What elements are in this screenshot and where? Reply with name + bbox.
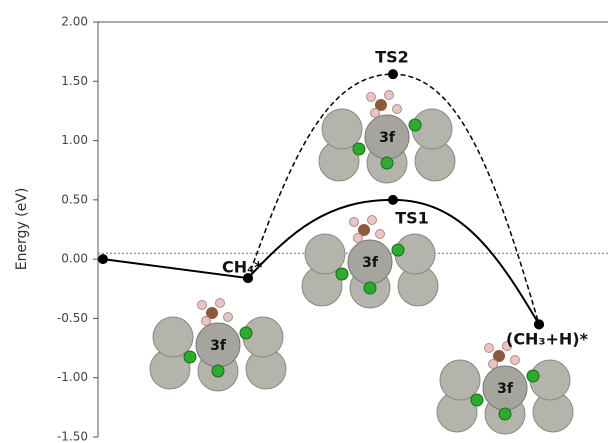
hydrogen-atom (368, 216, 377, 225)
green-atom (409, 119, 421, 131)
y-tick-label: 1.50 (61, 74, 88, 88)
green-atom (527, 370, 539, 382)
state-label: TS2 (375, 48, 409, 67)
energy-point (534, 319, 544, 329)
energy-point (388, 195, 398, 205)
structure: 3f (437, 342, 573, 435)
hydrogen-atom (371, 109, 380, 118)
hydrogen-atom (485, 344, 494, 353)
hydrogen-atom (367, 93, 376, 102)
green-atom (471, 394, 483, 406)
y-tick-label: 2.00 (61, 15, 88, 29)
hydrogen-atom (216, 299, 225, 308)
y-tick-label: -1.00 (57, 370, 88, 384)
green-atom (212, 365, 224, 377)
y-tick-label: -1.50 (57, 430, 88, 443)
hydrogen-atom (198, 301, 207, 310)
hydrogen-atom (350, 218, 359, 227)
surface-atom (153, 317, 193, 357)
site-label: 3f (210, 338, 227, 354)
hydrogen-atom (376, 230, 385, 239)
hydrogen-atom (511, 356, 520, 365)
hydrogen-atom (224, 313, 233, 322)
green-atom (184, 351, 196, 363)
hydrogen-atom (393, 105, 402, 114)
hydrogen-atom (489, 360, 498, 369)
green-atom (336, 268, 348, 280)
y-axis-label: Energy (eV) (14, 188, 30, 271)
hydrogen-atom (202, 317, 211, 326)
y-tick-label: -0.50 (57, 311, 88, 325)
energy-point (388, 69, 398, 79)
chart: Energy (eV) 2.00 1.50 1.00 0.50 0.00 -0.50 -1.… (0, 0, 608, 443)
green-atom (499, 408, 511, 420)
y-tick-label: 0.50 (61, 192, 88, 206)
structure: 3f (302, 216, 438, 309)
state-label: (CH₃+H)* (506, 330, 589, 349)
site-label: 3f (497, 381, 514, 397)
green-atom (392, 244, 404, 256)
hydrogen-atom (354, 234, 363, 243)
green-atom (353, 143, 365, 155)
state-label: TS1 (395, 209, 429, 228)
green-atom (240, 327, 252, 339)
site-label: 3f (362, 255, 379, 271)
state-label: CH₄* (222, 258, 263, 277)
surface-atom (440, 360, 480, 400)
surface-atom (305, 234, 345, 274)
y-tick-label: 1.00 (61, 133, 88, 147)
y-tick-label: 0.00 (61, 252, 88, 266)
energy-point (98, 254, 108, 264)
site-label: 3f (379, 130, 396, 146)
green-atom (381, 157, 393, 169)
surface-atom (322, 109, 362, 149)
hydrogen-atom (385, 91, 394, 100)
green-atom (364, 282, 376, 294)
structure: 3f (319, 91, 455, 184)
structure: 3f (150, 299, 286, 392)
